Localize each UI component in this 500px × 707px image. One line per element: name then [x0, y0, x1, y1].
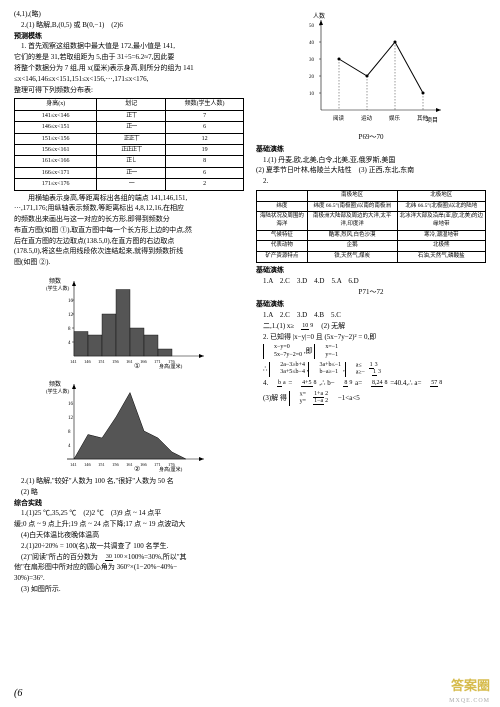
text: 的频数出来画出与这一对应的长方形,即得到频数分: [14, 215, 244, 225]
freq-polygon-chart: 频数 (学生人数) 身高(厘米) 4 8 12 16 141 146 151 156 161 1…: [14, 374, 244, 474]
text: 1. 首先观察这组数据中最大值是 172,最小值是 141,: [14, 42, 244, 52]
geo-table: 南极地区北极地区 纬度纬度 66.5°(南极圈)以南的南极洲北纬 66.5°(北…: [256, 190, 486, 263]
svg-text:频数: 频数: [49, 277, 61, 285]
text: 1.A 2.C 3.D 4.B 5.C: [256, 311, 486, 321]
svg-text:12: 12: [68, 416, 74, 421]
text: (178.5,0),将这些点用线段依次连结起来,就得到频数折线: [14, 247, 244, 257]
text: 它们的差是 31,若取组距为 5,由于 31÷5=6.2≈7,因此要: [14, 53, 244, 63]
text: 用横轴表示身高,等距离标出各组的端点 141,146,151,: [14, 194, 244, 204]
svg-text:40: 40: [309, 41, 315, 46]
watermark: 答案圈: [451, 677, 490, 695]
svg-text:身高(厘米): 身高(厘米): [159, 363, 183, 370]
page-number: (6: [14, 687, 22, 701]
section-title: 基础演练: [256, 266, 486, 276]
text: ≤x<146,146≤x<151,151≤x<156,···,171≤x<176…: [14, 75, 244, 85]
section-title: 基础演练: [256, 145, 486, 155]
section-title: 综合实践: [14, 499, 244, 509]
equation-system: (3)解 得 x=1+a2 y=1−a2 −1<a<5: [256, 390, 486, 407]
section-title: 基础演练: [256, 300, 486, 310]
svg-text:身高(厘米): 身高(厘米): [159, 466, 183, 473]
text: 4. ba = 4+58 ,∴ b− 89 a= 8,248 =40.4,∴ a…: [256, 379, 486, 389]
svg-text:156: 156: [112, 359, 120, 364]
svg-text:②: ②: [134, 465, 140, 473]
svg-text:151: 151: [98, 359, 105, 364]
text: 2.: [256, 177, 486, 187]
svg-text:176: 176: [168, 462, 176, 467]
text: 整理可得下列频数分布表:: [14, 86, 244, 96]
svg-text:30: 30: [309, 58, 315, 63]
svg-text:阅读: 阅读: [333, 114, 345, 122]
svg-text:151: 151: [98, 462, 105, 467]
svg-text:171: 171: [154, 359, 161, 364]
text: 他"在扇形图中所对应的圆心角为 360°×(1−20%−40%−: [14, 563, 244, 573]
text: (3) 如图所示.: [14, 585, 244, 595]
svg-text:频数: 频数: [49, 380, 61, 388]
svg-text:8: 8: [68, 327, 71, 332]
svg-text:171: 171: [154, 462, 161, 467]
svg-text:20: 20: [309, 75, 315, 80]
text: 图(如图 ②).: [14, 258, 244, 268]
svg-text:运动: 运动: [361, 114, 373, 122]
text: 1.A 2.C 3.D 4.D 5.A 6.D: [256, 277, 486, 287]
text: 缓;0 点 ~ 9 点上升;19 点 ~ 24 点下降;17 点 ~ 19 点波…: [14, 520, 244, 530]
svg-text:4: 4: [68, 444, 71, 449]
svg-text:人数: 人数: [313, 12, 325, 20]
page-ref: P71～72: [256, 288, 486, 298]
svg-text:156: 156: [112, 462, 120, 467]
page-ref: P69～70: [256, 133, 486, 143]
text: (2) 略: [14, 488, 244, 498]
svg-text:4: 4: [68, 341, 71, 346]
text: 后在直方图的左边取点(138.5,0),在直方图的右边取点: [14, 237, 244, 247]
text: 2.(1) 略解,"较好"人数为 100 名,"很好"人数为 50 名: [14, 477, 244, 487]
text: (4,1),(略): [14, 10, 244, 20]
text: (2) 夏季节日叶林,格陵兰大陆性 (3) 正西,东北,东南: [256, 166, 486, 176]
svg-text:141: 141: [70, 462, 77, 467]
svg-text:166: 166: [140, 462, 148, 467]
svg-text:娱乐: 娱乐: [389, 114, 401, 122]
svg-text:161: 161: [126, 462, 133, 467]
svg-text:8: 8: [68, 430, 71, 435]
text: ···,171,176;用纵轴表示频数,等距离标出 4,8,12,16,在相应: [14, 204, 244, 214]
text: 2. 已知得 |x−y|=0 且 (5x−7y−2)² = 0,即: [256, 333, 486, 343]
svg-text:(学生人数): (学生人数): [46, 388, 70, 395]
svg-text:16: 16: [68, 402, 74, 407]
text: 2.(1)20÷20% = 100(名),故一共调查了 100 名学生.: [14, 542, 244, 552]
text: 1.(1) 丹麦,欧,北美,白令,北美,亚,俄罗斯,美国: [256, 156, 486, 166]
text: 30%)=36°.: [14, 574, 244, 584]
svg-text:161: 161: [126, 359, 133, 364]
svg-text:10: 10: [309, 92, 315, 97]
text: 2.(1) 略解,B,(0,5) 或 B(0,−1) (2)6: [14, 21, 244, 31]
section-title: 预测模练: [14, 32, 244, 42]
line-chart: 人数 项目 1020304050 阅读运动娱乐其他: [256, 10, 486, 130]
svg-text:146: 146: [84, 462, 92, 467]
svg-text:50: 50: [309, 24, 315, 29]
svg-text:166: 166: [140, 359, 148, 364]
watermark-url: MXQE.COM: [449, 697, 490, 705]
text: 布直方图(如图 ①),取直方图中每一个长方形上边的中点,然: [14, 226, 244, 236]
text: (2)"阅读"所占的百分数为30100×100%=30%,所以"其: [14, 553, 244, 563]
text: (4)白天体温比夜晚体温高: [14, 531, 244, 541]
text: 二,1.(1) x≥109 (2) 无解: [256, 322, 486, 332]
svg-text:①: ①: [134, 362, 140, 370]
histogram-chart: 频数 (学生人数) 身高(厘米) 481216 1411461511561611…: [14, 271, 244, 371]
equation-system: ∴ 2a−3≥b+43a+5≤b−4 ,3a+b≤−1b−a≥−1 ,a≤13a…: [256, 361, 486, 378]
svg-text:其他: 其他: [417, 114, 429, 122]
equation-system: x−y=05x−7y−2=0 ,即 x=−1y=−1: [256, 343, 486, 359]
text: 1.(1)25 ℃,35,25 ℃ (2)2 ℃ (3)9 点 ~ 14 点平: [14, 509, 244, 519]
svg-text:176: 176: [168, 359, 176, 364]
svg-text:141: 141: [70, 359, 77, 364]
svg-text:(学生人数): (学生人数): [46, 285, 70, 292]
freq-table: 身高(x)划记频数(学生人数) 141≤x<146正丅7 146≤x<151正一…: [14, 98, 244, 190]
text: 将整个数据分为 7 组,用 x(厘米)表示身高,则所分的组为 141: [14, 64, 244, 74]
svg-text:146: 146: [84, 359, 92, 364]
